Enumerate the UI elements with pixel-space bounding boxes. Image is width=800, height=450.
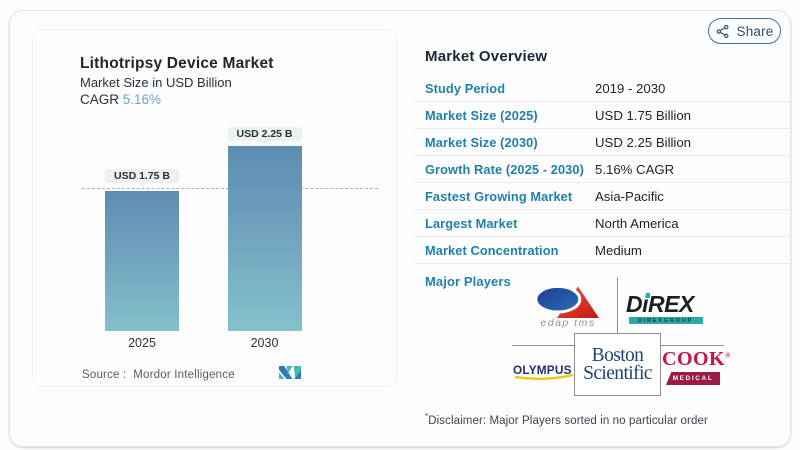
boston-scientific-wordmark: Boston Scientific bbox=[583, 345, 652, 384]
row-value: North America bbox=[595, 215, 679, 231]
olympus-wordmark: OLYMPUS bbox=[513, 363, 572, 377]
logo-grid-horizontal-divider-right bbox=[661, 345, 724, 346]
row-value: USD 1.75 Billion bbox=[595, 107, 692, 123]
row-value: Asia-Pacific bbox=[595, 188, 664, 204]
cagr-label: CAGR bbox=[80, 92, 123, 107]
table-row: Fastest Growing Market Asia-Pacific bbox=[414, 183, 790, 210]
bar-value-label-2025: USD 1.75 B bbox=[113, 170, 171, 182]
chart-cagr: CAGR 5.16% bbox=[80, 92, 161, 107]
table-row: Market Size (2030) USD 2.25 Billion bbox=[414, 129, 790, 156]
source-attribution: Source : Mordor Intelligence bbox=[82, 369, 235, 381]
row-value: USD 2.25 Billion bbox=[595, 134, 692, 150]
cagr-value: 5.16% bbox=[122, 92, 162, 107]
row-label: Market Concentration bbox=[425, 242, 559, 258]
row-value: Medium bbox=[595, 242, 642, 258]
cook-medical-label: MEDICAL bbox=[672, 375, 714, 382]
direx-i-dot bbox=[645, 293, 651, 298]
bar-value-chip-2025: USD 1.75 B bbox=[105, 169, 179, 187]
row-label: Growth Rate (2025 - 2030) bbox=[425, 161, 584, 177]
table-row: Largest Market North America bbox=[414, 210, 790, 237]
edap-tms-wordmark: edap tms bbox=[540, 317, 596, 329]
registered-mark: ® bbox=[725, 351, 731, 360]
cook-medical-logo: COOK® MEDICAL bbox=[662, 348, 731, 385]
row-label: Study Period bbox=[425, 80, 506, 96]
direx-logo: Di REX DIREXGROUP bbox=[626, 293, 720, 324]
share-button[interactable]: Share bbox=[708, 18, 781, 44]
cook-medical-bar: MEDICAL bbox=[666, 372, 720, 385]
table-row: Growth Rate (2025 - 2030) 5.16% CAGR bbox=[414, 156, 790, 183]
table-row: Market Concentration Medium bbox=[414, 237, 790, 264]
x-axis-label-2025: 2025 bbox=[128, 336, 156, 350]
direx-i-letter: i bbox=[642, 291, 649, 317]
major-players-label: Major Players bbox=[425, 274, 511, 289]
row-label: Largest Market bbox=[425, 215, 518, 231]
overview-title: Market Overview bbox=[425, 48, 548, 65]
row-label: Market Size (2025) bbox=[425, 107, 538, 123]
share-button-label: Share bbox=[736, 23, 774, 39]
disclaimer-text: *Disclaimer: Major Players sorted in no … bbox=[425, 412, 708, 427]
table-row: Market Size (2025) USD 1.75 Billion bbox=[414, 102, 790, 129]
chart-panel: Lithotripsy Device Market Market Size in… bbox=[32, 29, 397, 387]
table-row: Study Period 2019 - 2030 bbox=[414, 75, 790, 102]
logo-grid-horizontal-divider-left bbox=[512, 345, 574, 346]
disclaimer-asterisk: * bbox=[425, 412, 429, 421]
direx-group-bar: DIREXGROUP bbox=[628, 317, 703, 324]
row-value: 2019 - 2030 bbox=[595, 80, 666, 96]
overview-table: Study Period 2019 - 2030 Market Size (202… bbox=[414, 75, 790, 264]
bar-2025 bbox=[105, 191, 179, 331]
x-axis-label-2030: 2030 bbox=[250, 336, 279, 350]
edap-tms-logo bbox=[534, 284, 599, 318]
chart-title: Lithotripsy Device Market bbox=[80, 55, 274, 72]
direx-wordmark: Di REX bbox=[626, 291, 694, 317]
cook-wordmark: COOK® bbox=[662, 348, 731, 370]
mordor-intelligence-logo bbox=[279, 366, 301, 379]
row-label: Fastest Growing Market bbox=[425, 188, 573, 204]
bar-2030 bbox=[227, 145, 302, 331]
logo-grid-vertical-divider bbox=[617, 277, 618, 333]
direx-group-label: DIREXGROUP bbox=[638, 317, 693, 324]
chart-subtitle: Market Size in USD Billion bbox=[80, 75, 232, 90]
bar-value-chip-2030: USD 2.25 B bbox=[227, 127, 302, 145]
olympus-logo: OLYMPUS bbox=[513, 363, 574, 381]
row-value: 5.16% CAGR bbox=[595, 161, 675, 177]
row-label: Market Size (2030) bbox=[425, 134, 538, 150]
bar-value-label-2030: USD 2.25 B bbox=[236, 128, 293, 140]
share-icon bbox=[716, 24, 729, 38]
boston-scientific-logo: Boston Scientific bbox=[574, 333, 661, 396]
